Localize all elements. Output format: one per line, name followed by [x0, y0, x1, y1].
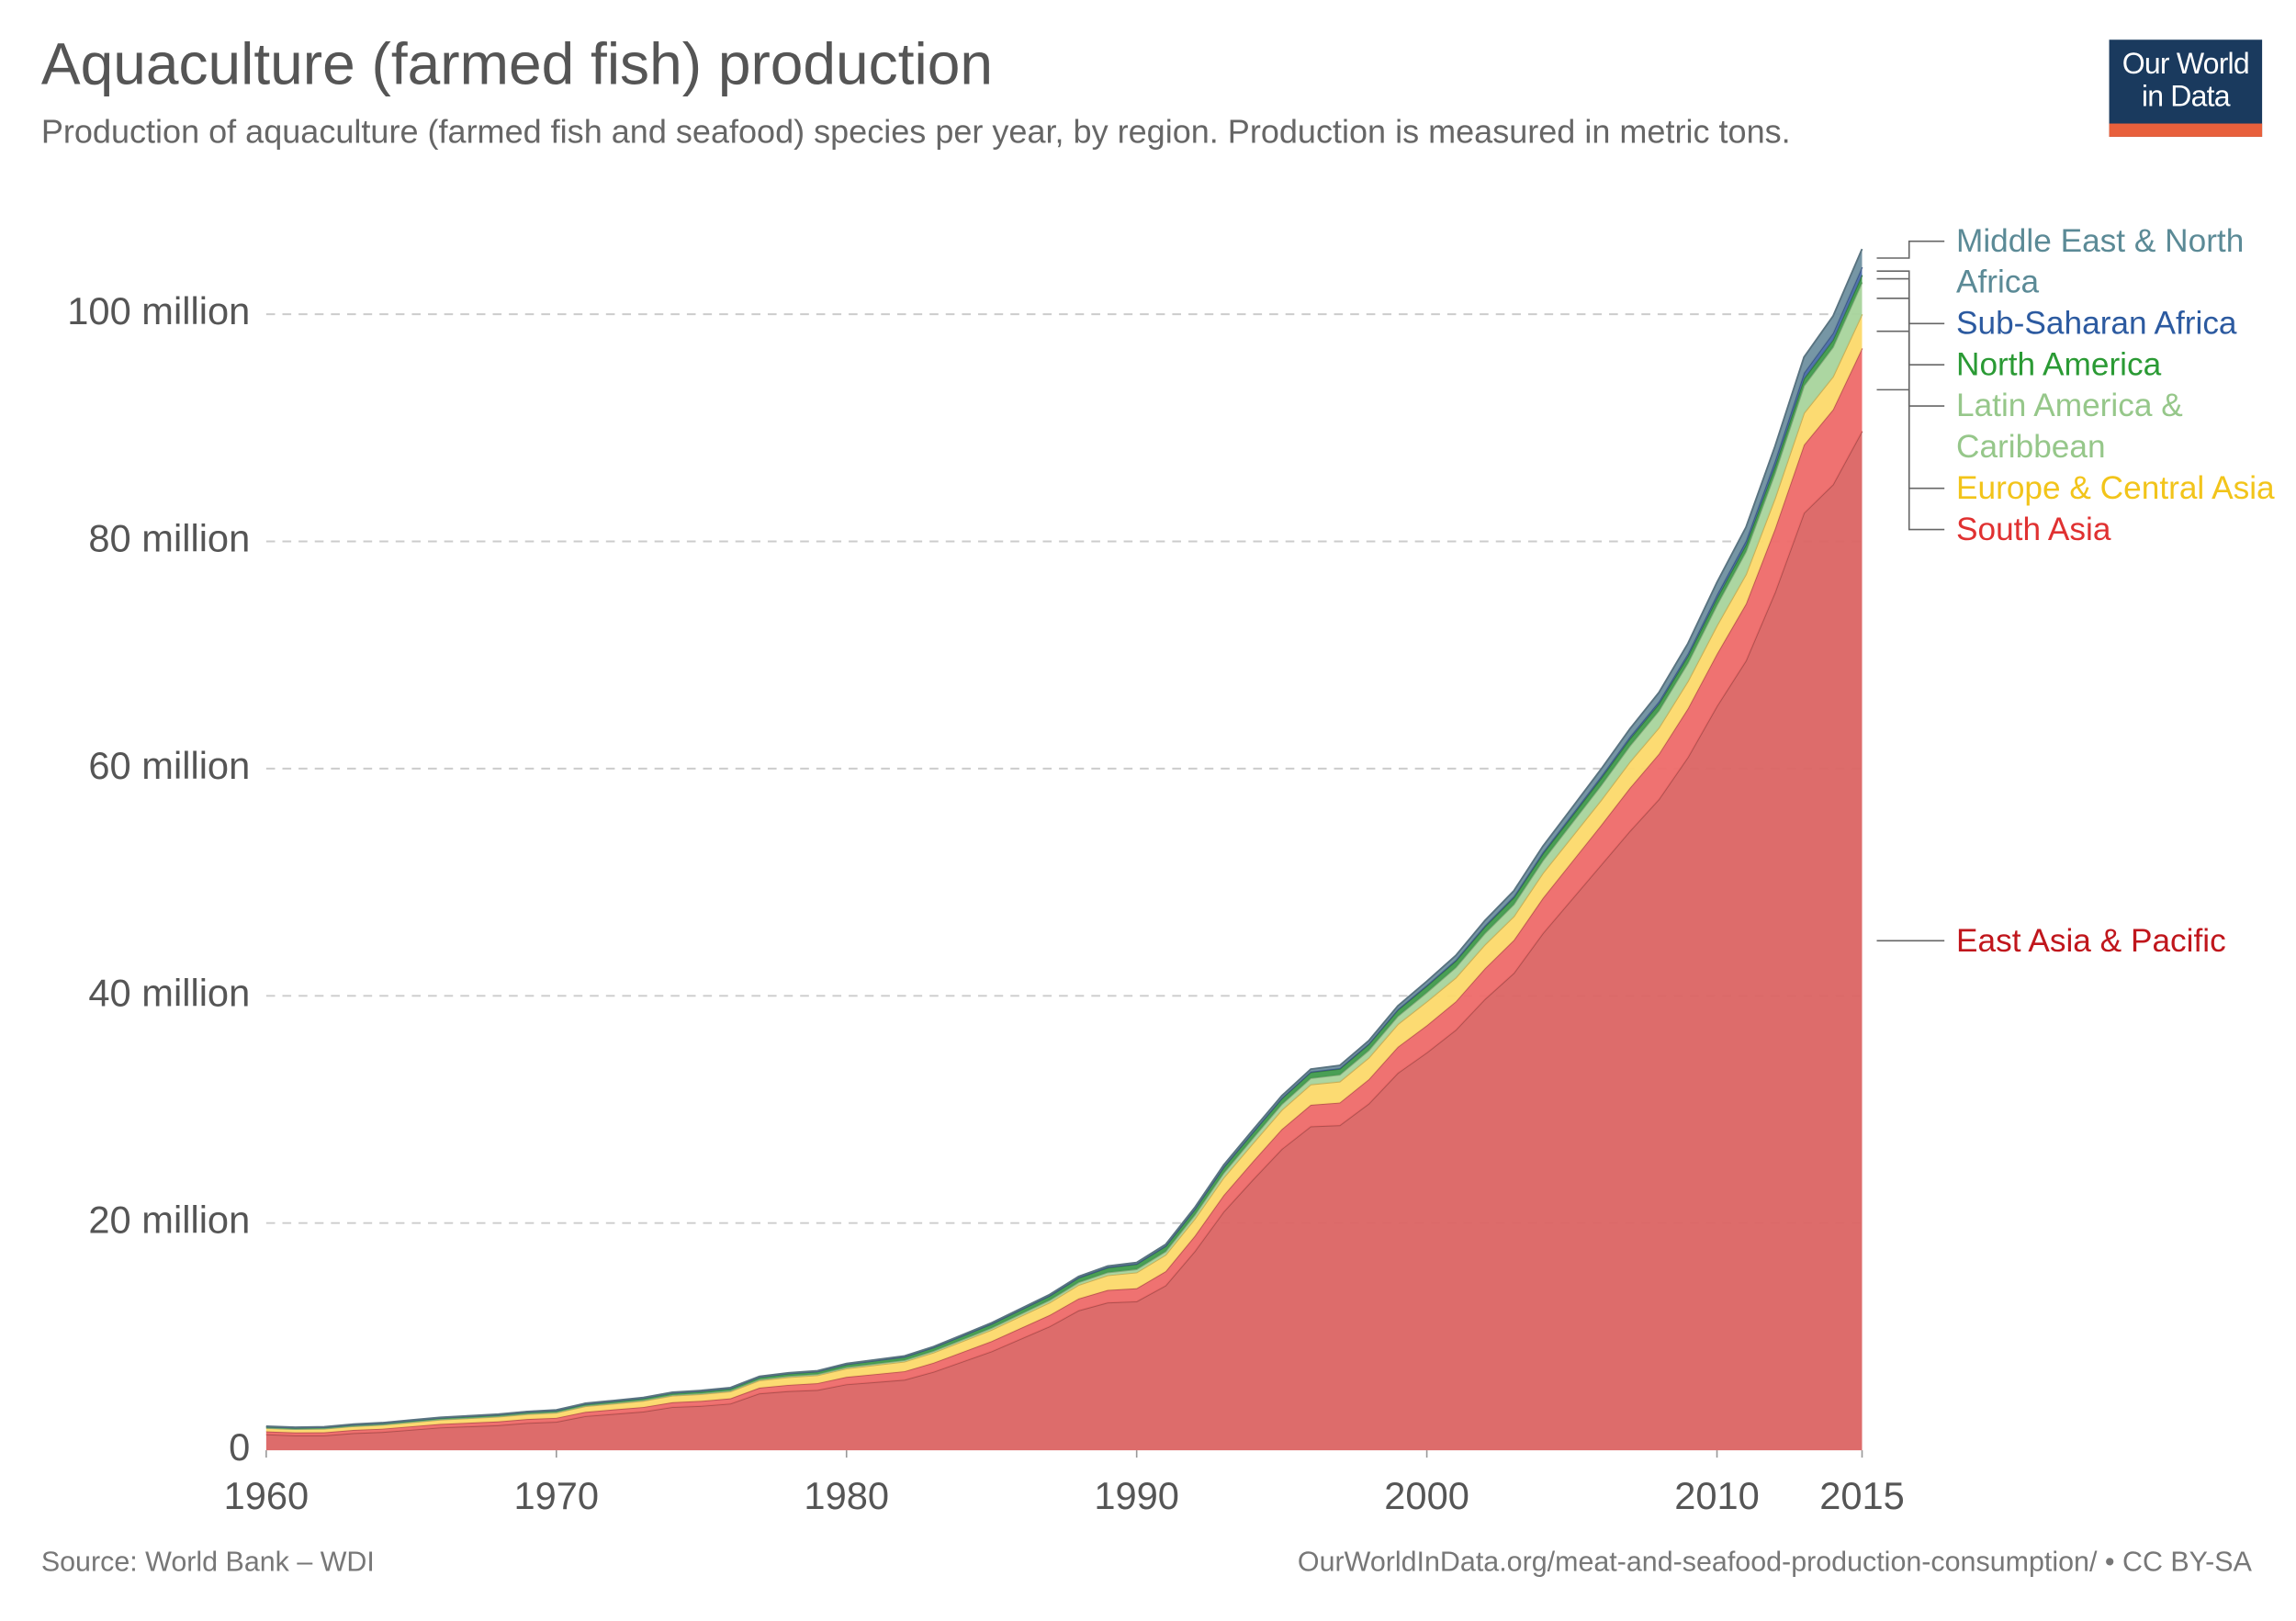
legend-label[interactable]: Middle East & North Africa [1955, 221, 2245, 300]
y-tick-label: 0 [229, 1425, 250, 1469]
legend-leader [1876, 330, 1945, 490]
area [265, 431, 1863, 1451]
source-url[interactable]: OurWorldInData.org/meat-and-seafood-prod… [1297, 1547, 2252, 1579]
legend-leader [1876, 277, 1945, 366]
legend-label[interactable]: Europe & Central Asia [1955, 468, 2275, 506]
y-tick-label: 60 million [88, 744, 250, 787]
legend-label[interactable]: East Asia & Pacific [1955, 921, 2226, 959]
legend-leader [1876, 388, 1945, 531]
x-tick-label: 1960 [224, 1474, 310, 1517]
y-tick-label: 20 million [88, 1199, 250, 1242]
x-tick-label: 2015 [1819, 1474, 1905, 1517]
legend-label[interactable]: South Asia [1955, 510, 2111, 547]
y-tick-label: 100 million [67, 289, 250, 332]
y-tick-label: 80 million [88, 517, 250, 560]
source: Source: World Bank – WDI [40, 1547, 375, 1579]
x-tick-label: 2000 [1384, 1474, 1469, 1517]
chart-subtitle: Production of aquaculture (farmed fish a… [40, 113, 1791, 151]
legend-label[interactable]: Latin America & Caribbean [1955, 387, 2183, 466]
legend-leader [1876, 240, 1945, 259]
x-tick-label: 2010 [1674, 1474, 1760, 1517]
legend-label[interactable]: Sub-Saharan Africa [1955, 304, 2237, 342]
chart-title: Aquaculture (farmed fish) production [40, 32, 994, 97]
x-tick-label: 1970 [513, 1474, 599, 1517]
x-tick-label: 1990 [1094, 1474, 1179, 1517]
logo-text[interactable]: Our World in Data [2122, 48, 2250, 114]
area-edge [265, 248, 1863, 1429]
y-tick-label: 40 million [88, 971, 250, 1014]
legend-label[interactable]: North America [1955, 345, 2162, 383]
x-tick-label: 1980 [804, 1474, 889, 1517]
logo[interactable]: Our World in Data [2109, 39, 2263, 137]
logo-bar [2109, 123, 2263, 137]
